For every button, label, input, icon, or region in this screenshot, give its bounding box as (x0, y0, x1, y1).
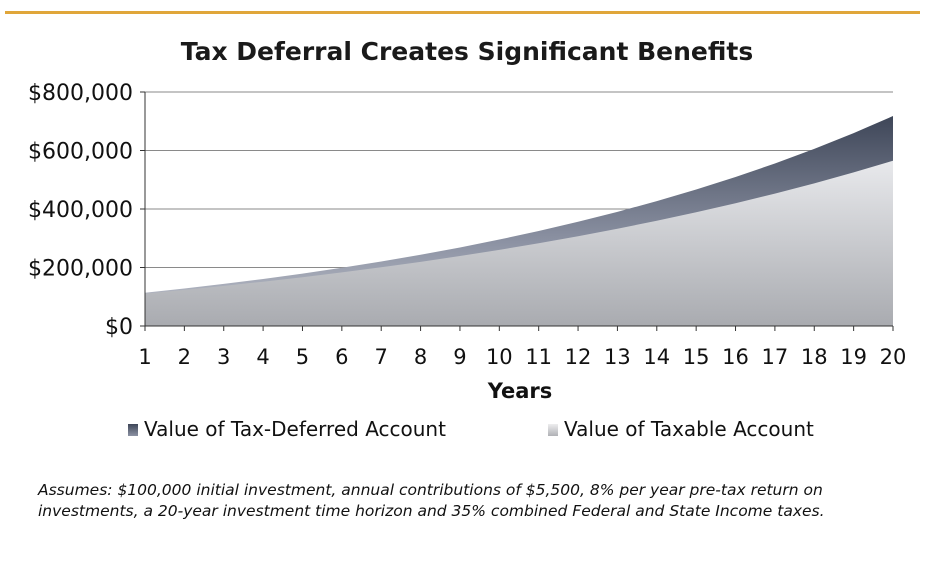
x-tick-label: 3 (217, 345, 230, 369)
x-tick-label: 4 (256, 345, 269, 369)
x-tick-label: 17 (762, 345, 789, 369)
footnote: Assumes: $100,000 initial investment, an… (38, 481, 825, 520)
x-tick-label: 19 (840, 345, 867, 369)
y-tick-label: $400,000 (28, 198, 133, 223)
x-tick-label: 16 (722, 345, 749, 369)
top-accent-rule (5, 11, 920, 14)
legend: Value of Tax-Deferred Account Value of T… (128, 417, 814, 441)
legend-swatch-taxable (548, 424, 558, 436)
x-tick-label: 8 (414, 345, 427, 369)
x-tick-label: 20 (880, 345, 907, 369)
area-taxable (145, 160, 893, 326)
legend-swatch-tax-deferred (128, 424, 138, 436)
legend-label-taxable: Value of Taxable Account (564, 417, 814, 441)
x-tick-label: 10 (486, 345, 513, 369)
area-chart: Tax Deferral Creates Significant Benefit… (28, 37, 906, 441)
y-tick-label: $600,000 (28, 140, 133, 165)
x-tick-label: 6 (335, 345, 348, 369)
y-tick-label: $200,000 (28, 257, 133, 282)
x-tick-label: 13 (604, 345, 631, 369)
y-tick-label: $800,000 (28, 81, 133, 106)
chart-title: Tax Deferral Creates Significant Benefit… (181, 37, 754, 66)
plot-areas (145, 116, 893, 326)
y-tick-label: $0 (105, 315, 133, 340)
x-tick-label: 11 (525, 345, 552, 369)
x-tick-label: 9 (453, 345, 466, 369)
x-tick-labels: 1 2 3 4 5 6 7 8 9 10 11 12 13 14 15 16 17 18 19 20 (138, 345, 906, 369)
x-tick-label: 7 (375, 345, 388, 369)
x-tick-label: 2 (178, 345, 191, 369)
x-tick-label: 18 (801, 345, 828, 369)
x-tick-label: 5 (296, 345, 309, 369)
x-tick-label: 12 (565, 345, 592, 369)
x-tick-label: 14 (643, 345, 670, 369)
y-tick-labels: $0 $200,000 $400,000 $600,000 $800,000 (28, 81, 133, 340)
x-axis-label: Years (487, 379, 553, 403)
x-tick-label: 15 (683, 345, 710, 369)
legend-label-tax-deferred: Value of Tax-Deferred Account (144, 417, 446, 441)
x-tick-label: 1 (138, 345, 151, 369)
axes (140, 91, 894, 331)
